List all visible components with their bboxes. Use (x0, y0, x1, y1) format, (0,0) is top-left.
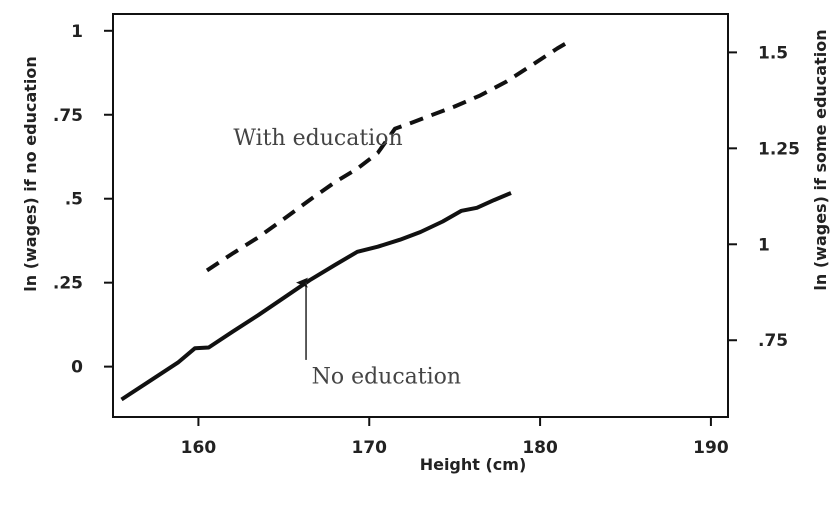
left-y-tick-label: .75 (53, 106, 83, 126)
left-y-tick-label: .5 (65, 190, 83, 210)
no-education-series-line (120, 191, 512, 402)
with-education-label: With education (233, 126, 402, 151)
right-y-tick-label: 1.5 (758, 43, 788, 63)
left-y-axis-ticks: 0 .25 .5 .75 1 (53, 22, 113, 378)
plot-frame (112, 13, 729, 418)
series-layer (120, 38, 572, 402)
left-y-tick-label: 1 (71, 22, 83, 42)
left-y-axis-title: ln (wages) if no education (21, 56, 40, 292)
x-tick-label: 180 (522, 438, 558, 458)
x-tick-label: 160 (181, 438, 217, 458)
annotations: With education No education (233, 126, 461, 389)
with-education-series-line (205, 38, 572, 273)
right-y-tick-label: .75 (758, 331, 788, 351)
no-education-label: No education (312, 364, 462, 389)
right-y-tick-label: 1.25 (758, 139, 800, 159)
right-y-axis-ticks: .75 1 1.25 1.5 (728, 43, 800, 351)
x-tick-label: 190 (693, 438, 729, 458)
left-y-tick-label: 0 (71, 358, 83, 378)
right-y-tick-label: 1 (758, 235, 770, 255)
right-y-axis-title: ln (wages) if some education (811, 29, 830, 290)
x-axis-ticks: 160 170 180 190 (181, 417, 729, 458)
x-axis-title: Height (cm) (420, 455, 527, 474)
left-y-tick-label: .25 (53, 274, 83, 294)
x-tick-label: 170 (352, 438, 388, 458)
